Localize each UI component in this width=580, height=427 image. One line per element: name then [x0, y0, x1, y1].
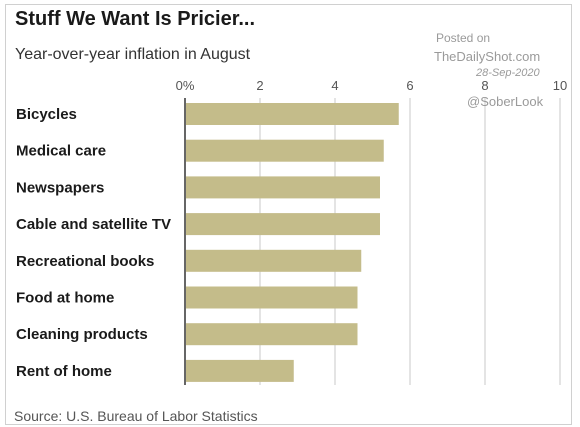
bar — [186, 103, 399, 125]
x-tick-label: 6 — [406, 78, 413, 93]
x-tick-label: 4 — [331, 78, 338, 93]
x-tick-label: 0% — [176, 78, 195, 93]
category-label: Cleaning products — [16, 326, 148, 343]
watermark-date: 28-Sep-2020 — [476, 67, 540, 79]
x-tick-label: 2 — [256, 78, 263, 93]
bars — [186, 103, 399, 382]
bar — [186, 359, 294, 382]
chart-subtitle: Year-over-year inflation in August — [15, 46, 251, 63]
bar — [186, 249, 362, 272]
watermark-site: TheDailyShot.com — [434, 49, 541, 64]
x-tick-labels: 0% 2 4 6 8 10 — [176, 78, 568, 93]
category-label: Cable and satellite TV — [16, 216, 171, 233]
category-label: Bicycles — [16, 106, 77, 123]
watermark-posted-on: Posted on — [436, 31, 491, 45]
chart-title: Stuff We Want Is Pricier... — [15, 8, 256, 30]
category-label: Recreational books — [16, 253, 154, 270]
category-labels: Bicycles Medical care Newspapers Cable and … — [16, 106, 171, 380]
category-label: Food at home — [16, 290, 114, 307]
bar — [186, 139, 384, 162]
bar — [186, 176, 380, 199]
x-tick-label: 8 — [481, 78, 488, 93]
category-label: Newspapers — [16, 179, 104, 196]
bar — [186, 323, 358, 346]
x-tick-label: 10 — [553, 78, 567, 93]
category-label: Rent of home — [16, 363, 112, 380]
bar — [186, 213, 380, 236]
source-note: Source: U.S. Bureau of Labor Statistics — [14, 408, 258, 424]
bar — [186, 286, 358, 309]
category-label: Medical care — [16, 143, 106, 160]
watermark-handle: @SoberLook — [467, 94, 544, 109]
